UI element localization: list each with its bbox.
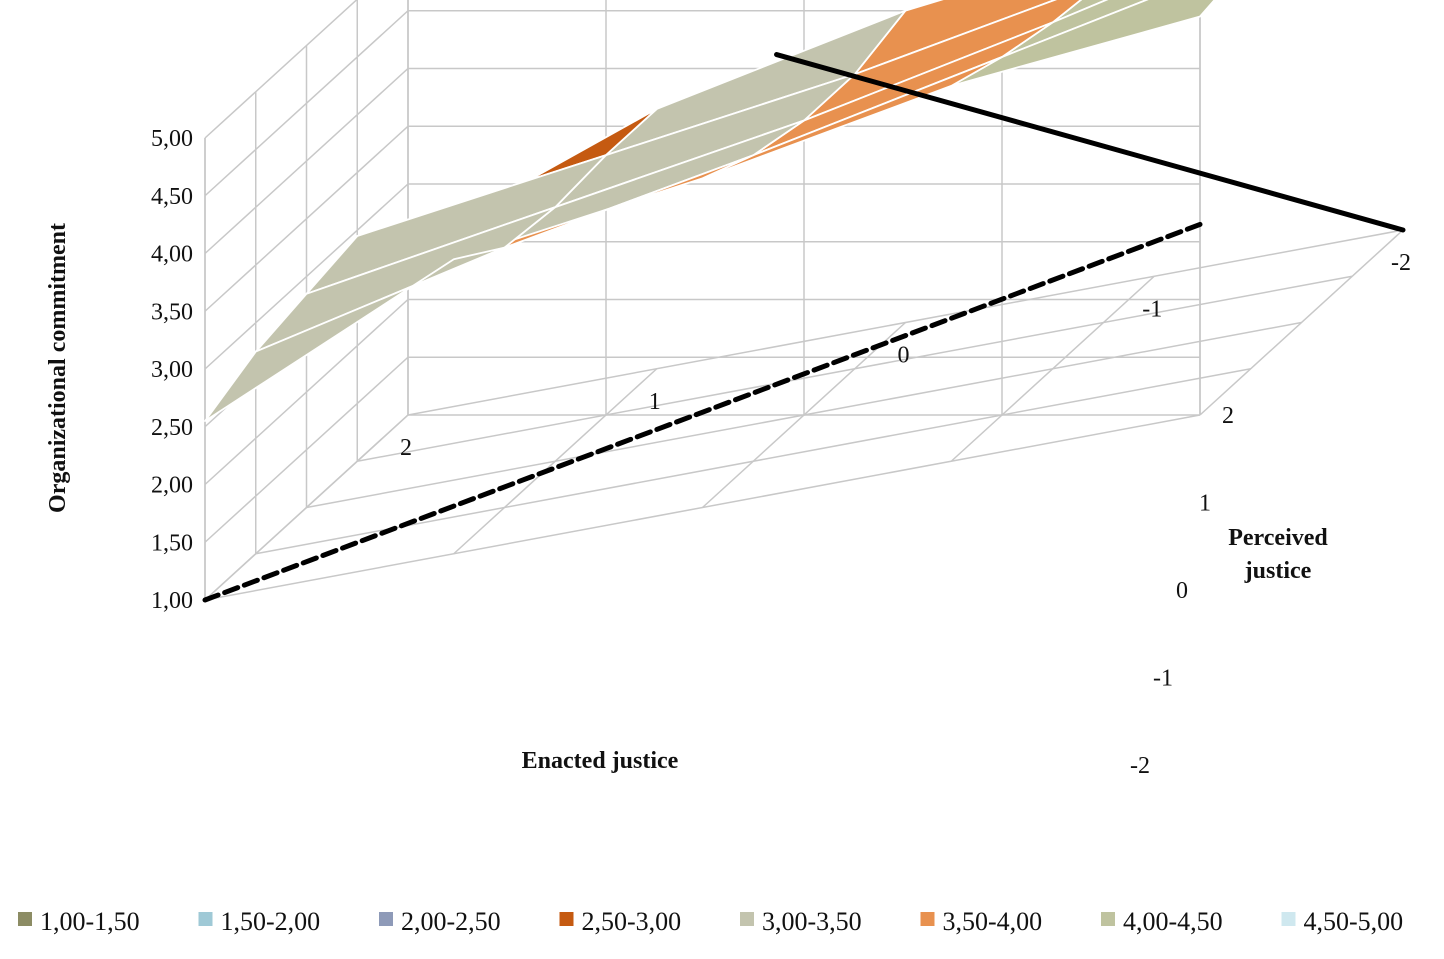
floor-gridline bbox=[357, 275, 1353, 462]
x-axis-title: Enacted justice bbox=[522, 748, 679, 774]
legend-swatch bbox=[18, 912, 32, 926]
z-tick-label: 1,00 bbox=[151, 588, 193, 614]
z-tick-label: 3,00 bbox=[151, 357, 193, 383]
x-tick-label: 1 bbox=[649, 389, 661, 415]
z-tick-label: 5,00 bbox=[151, 126, 193, 152]
z-tick-label: 4,00 bbox=[151, 242, 193, 268]
z-axis-title: Organizational commitment bbox=[45, 223, 71, 513]
z-tick-label: 2,50 bbox=[151, 415, 193, 441]
legend-label: 3,00-3,50 bbox=[762, 907, 862, 936]
legend-swatch bbox=[1101, 912, 1115, 926]
x-tick-label: 2 bbox=[400, 435, 412, 461]
y-tick-label: 0 bbox=[1176, 578, 1188, 604]
y-tick-label: -1 bbox=[1153, 666, 1173, 692]
z-tick-label: 4,50 bbox=[151, 184, 193, 210]
y-axis-title-line1: Perceived bbox=[1228, 525, 1328, 551]
legend-swatch bbox=[1281, 912, 1296, 926]
overlay-lines bbox=[202, 52, 1406, 603]
z-gridline bbox=[204, 356, 1200, 543]
floor-gridline bbox=[306, 321, 1302, 509]
legend-label: 4,00-4,50 bbox=[1123, 907, 1223, 936]
legend: 1,00-1,50 1,50-2,00 2,00-2,50 2,50-3,00 3,00… bbox=[18, 907, 1403, 936]
surface-patch bbox=[204, 246, 506, 422]
y-tick-label: -2 bbox=[1130, 753, 1150, 779]
legend-label: 1,50-2,00 bbox=[221, 907, 321, 936]
solid-line bbox=[774, 52, 1406, 233]
legend-label: 2,50-3,00 bbox=[582, 907, 682, 936]
x-tick-label: -2 bbox=[1391, 250, 1411, 276]
floor-gridline bbox=[950, 275, 1155, 462]
legend-swatch bbox=[379, 912, 393, 926]
z-tick-label: 2,00 bbox=[151, 473, 193, 499]
z-gridline bbox=[204, 298, 1200, 486]
y-tick-label: 1 bbox=[1199, 491, 1211, 517]
legend-swatch bbox=[559, 912, 574, 926]
legend-label: 1,00-1,50 bbox=[40, 907, 140, 936]
x-tick-label: -1 bbox=[1142, 296, 1162, 322]
y-axis-title-line2: justice bbox=[1244, 558, 1312, 584]
legend-label: 2,00-2,50 bbox=[401, 907, 501, 936]
z-tick-label: 3,50 bbox=[151, 299, 193, 325]
x-tick-label: 0 bbox=[898, 343, 910, 369]
z-gridline bbox=[204, 0, 358, 139]
z-gridline bbox=[204, 183, 1200, 370]
chart-walls bbox=[204, 0, 1404, 601]
legend-label: 4,50-5,00 bbox=[1304, 907, 1404, 936]
floor-gridline bbox=[1199, 229, 1404, 416]
legend-swatch bbox=[198, 912, 213, 926]
floor-gridline bbox=[407, 229, 1404, 416]
legend-swatch bbox=[740, 912, 754, 926]
legend-swatch bbox=[920, 912, 935, 926]
y-tick-label: 2 bbox=[1222, 403, 1234, 429]
z-tick-label: 1,50 bbox=[151, 530, 193, 556]
axis-text: Organizational commitment Enacted justic… bbox=[45, 126, 1411, 779]
dashed-line bbox=[202, 221, 1203, 603]
legend-label: 3,50-4,00 bbox=[943, 907, 1043, 936]
z-gridline bbox=[204, 125, 1200, 312]
